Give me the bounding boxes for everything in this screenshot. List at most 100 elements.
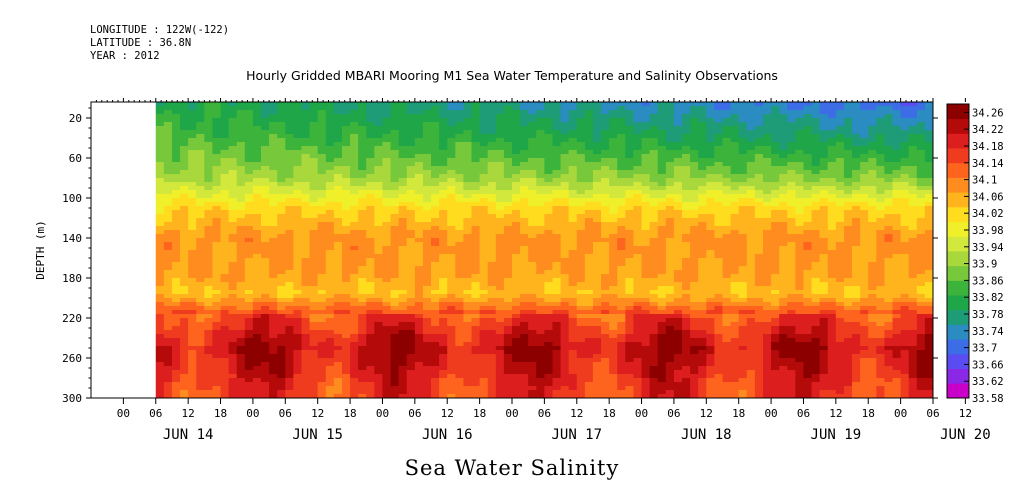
heatmap-cell (431, 374, 440, 379)
heatmap-cell (576, 370, 586, 375)
heatmap-cell (196, 134, 205, 139)
heatmap-cell (236, 246, 246, 251)
heatmap-cell (609, 270, 618, 275)
heatmap-cell (487, 206, 497, 211)
heatmap-cell (568, 374, 578, 379)
heatmap-cell (350, 154, 359, 159)
heatmap-cell (641, 262, 651, 267)
heatmap-cell (690, 126, 699, 131)
heatmap-cell (536, 158, 545, 163)
heatmap-cell (528, 238, 537, 243)
heatmap-cell (382, 342, 392, 347)
heatmap-cell (244, 182, 254, 187)
heatmap-cell (455, 390, 465, 395)
heatmap-cell (431, 382, 440, 387)
heatmap-cell (366, 178, 375, 183)
heatmap-cell (171, 382, 181, 387)
heatmap-cell (163, 178, 173, 183)
heatmap-cell (358, 294, 367, 299)
heatmap-cell (414, 342, 424, 347)
heatmap-cell (463, 290, 473, 295)
heatmap-cell (171, 386, 181, 391)
heatmap-cell (366, 262, 375, 267)
heatmap-cell (341, 210, 351, 215)
heatmap-cell (341, 178, 351, 183)
heatmap-cell (244, 306, 254, 311)
heatmap-cell (220, 226, 230, 231)
heatmap-cell (471, 286, 481, 291)
heatmap-cell (528, 162, 537, 167)
heatmap-cell (374, 246, 384, 251)
heatmap-cell (512, 102, 521, 107)
heatmap-cell (625, 294, 635, 299)
heatmap-cell (293, 366, 303, 371)
heatmap-cell (252, 186, 262, 191)
heatmap-cell (398, 114, 408, 119)
heatmap-cell (228, 374, 238, 379)
heatmap-cell (261, 374, 270, 379)
heatmap-cell (293, 318, 303, 323)
heatmap-cell (617, 222, 626, 227)
heatmap-cell (252, 194, 262, 199)
heatmap-cell (188, 342, 197, 347)
heatmap-cell (544, 382, 554, 387)
heatmap-cell (520, 162, 529, 167)
heatmap-cell (261, 286, 270, 291)
heatmap-cell (698, 182, 707, 187)
heatmap-cell (374, 170, 384, 175)
heatmap-cell (544, 318, 554, 323)
heatmap-cell (269, 118, 278, 123)
heatmap-cell (560, 158, 570, 163)
heatmap-cell (487, 318, 497, 323)
heatmap-cell (261, 238, 270, 243)
heatmap-cell (512, 326, 521, 331)
heatmap-cell (382, 318, 392, 323)
heatmap-cell (196, 262, 205, 267)
heatmap-cell (180, 222, 189, 227)
heatmap-cell (236, 210, 246, 215)
heatmap-cell (374, 342, 384, 347)
heatmap-cell (171, 326, 181, 331)
heatmap-cell (609, 182, 618, 187)
heatmap-cell (673, 346, 683, 351)
heatmap-cell (471, 202, 481, 207)
heatmap-cell (512, 238, 521, 243)
heatmap-cell (382, 242, 392, 247)
heatmap-cell (155, 358, 165, 363)
heatmap-cell (431, 218, 440, 223)
heatmap-cell (269, 302, 278, 307)
heatmap-cell (317, 358, 327, 363)
heatmap-cell (366, 198, 375, 203)
heatmap-cell (576, 394, 586, 398)
heatmap-cell (431, 262, 440, 267)
heatmap-cell (495, 290, 505, 295)
heatmap-cell (560, 202, 570, 207)
heatmap-cell (252, 270, 262, 275)
heatmap-cell (244, 378, 254, 383)
heatmap-cell (212, 370, 222, 375)
heatmap-cell (293, 330, 303, 335)
heatmap-cell (236, 102, 246, 107)
heatmap-cell (455, 182, 465, 187)
heatmap-cell (285, 182, 295, 187)
heatmap-cell (520, 154, 529, 159)
heatmap-cell (698, 134, 707, 139)
heatmap-cell (261, 366, 270, 371)
heatmap-cell (325, 338, 335, 343)
heatmap-cell (163, 294, 173, 299)
heatmap-cell (317, 206, 327, 211)
heatmap-cell (333, 226, 343, 231)
heatmap-cell (641, 118, 651, 123)
heatmap-cell (617, 262, 626, 267)
heatmap-cell (228, 274, 238, 279)
heatmap-cell (520, 346, 529, 351)
heatmap-cell (366, 226, 375, 231)
heatmap-cell (261, 262, 270, 267)
heatmap-cell (560, 374, 570, 379)
heatmap-cell (560, 146, 570, 151)
heatmap-cell (269, 182, 278, 187)
heatmap-cell (422, 382, 432, 387)
heatmap-cell (277, 294, 286, 299)
heatmap-cell (592, 254, 602, 259)
heatmap-cell (487, 382, 497, 387)
